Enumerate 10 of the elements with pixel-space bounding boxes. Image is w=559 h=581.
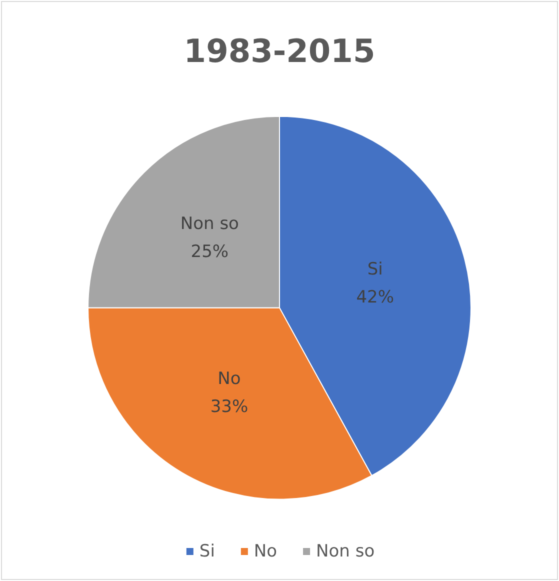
data-label: 25% bbox=[190, 242, 229, 262]
data-label: 42% bbox=[356, 287, 394, 308]
data-label: 33% bbox=[210, 396, 248, 417]
legend-label: Si bbox=[199, 542, 215, 562]
slice-label: Si bbox=[367, 259, 383, 280]
slice-label: Non so bbox=[180, 214, 239, 234]
legend-label: No bbox=[254, 542, 278, 562]
chart-title: 1983-2015 bbox=[184, 32, 376, 70]
legend-label: Non so bbox=[316, 542, 375, 562]
slice-label: No bbox=[218, 368, 241, 389]
